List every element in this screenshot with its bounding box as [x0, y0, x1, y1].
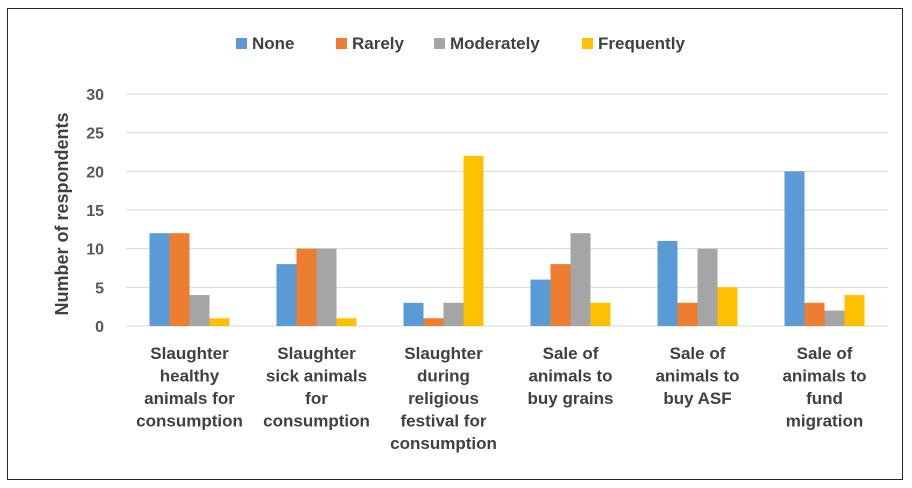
legend-label-rarely: Rarely — [352, 34, 405, 53]
bar-none-4 — [657, 240, 678, 326]
x-category-line: Slaughter — [404, 344, 483, 363]
legend-swatch-moderately — [434, 38, 445, 49]
x-category-label: Sale of animals to fund migration — [782, 344, 866, 431]
x-category-line: festival for — [401, 412, 487, 431]
bar-moderately-1 — [316, 248, 337, 326]
y-tick-label: 5 — [95, 280, 104, 297]
bar-frequently-2 — [463, 155, 484, 326]
x-category-line: Slaughter — [277, 344, 356, 363]
bars — [149, 155, 865, 326]
bar-frequently-4 — [717, 287, 738, 326]
chart-frame: 0 5 10 15 20 25 30 Slaughter healthy animals for… — [7, 8, 903, 480]
bar-chart: 0 5 10 15 20 25 30 Slaughter healthy animals for… — [52, 34, 888, 453]
x-category-line: animals to — [528, 367, 612, 386]
x-category-line: Sale of — [670, 344, 726, 363]
y-axis-label: Number of respondents — [52, 112, 72, 315]
bar-moderately-0 — [189, 295, 210, 326]
x-category-label: Sale of animals to buy grains — [528, 344, 614, 408]
x-category-line: animals to — [655, 367, 739, 386]
x-category-line: animals to — [782, 367, 866, 386]
y-axis-ticks: 0 5 10 15 20 25 30 — [86, 87, 104, 336]
x-category-label: Slaughter during religious festival for cons… — [390, 344, 497, 453]
bar-rarely-5 — [804, 302, 825, 326]
x-category-line: consumption — [263, 412, 370, 431]
bar-moderately-4 — [697, 248, 718, 326]
bar-none-0 — [149, 233, 170, 326]
bar-frequently-3 — [590, 302, 611, 326]
x-category-line: Sale of — [797, 344, 853, 363]
legend: None Rarely Moderately Frequently — [236, 34, 685, 53]
bar-moderately-2 — [443, 302, 464, 326]
y-tick-label: 25 — [86, 126, 104, 143]
x-category-line: religious — [408, 389, 479, 408]
bar-rarely-0 — [169, 233, 190, 326]
x-category-line: migration — [786, 412, 863, 431]
bar-rarely-2 — [423, 318, 444, 326]
x-category-label: Slaughter sick animals for consumption — [263, 344, 370, 431]
x-axis-categories: Slaughter healthy animals for consumptionSl… — [136, 344, 866, 453]
bar-frequently-0 — [209, 318, 230, 326]
x-category-line: consumption — [136, 412, 243, 431]
bar-none-1 — [276, 264, 297, 326]
x-category-line: consumption — [390, 434, 497, 453]
legend-swatch-none — [236, 38, 247, 49]
y-tick-label: 0 — [95, 319, 104, 336]
legend-label-none: None — [252, 34, 295, 53]
bar-frequently-1 — [336, 318, 357, 326]
x-category-line: for — [305, 389, 328, 408]
bar-moderately-3 — [570, 233, 591, 326]
y-tick-label: 30 — [86, 87, 104, 104]
x-category-line: animals for — [144, 389, 235, 408]
x-category-label: Sale of animals to buy ASF — [655, 344, 739, 408]
y-tick-label: 10 — [86, 242, 104, 259]
bar-rarely-4 — [677, 302, 698, 326]
bar-rarely-3 — [550, 264, 571, 326]
legend-label-moderately: Moderately — [450, 34, 540, 53]
x-category-line: buy ASF — [663, 389, 731, 408]
bar-frequently-5 — [844, 295, 865, 326]
x-category-line: fund — [806, 389, 843, 408]
x-category-line: Sale of — [543, 344, 599, 363]
x-category-line: healthy — [160, 367, 220, 386]
x-category-line: buy grains — [528, 389, 614, 408]
x-category-line: during — [417, 367, 470, 386]
bar-moderately-5 — [824, 310, 845, 326]
legend-swatch-frequently — [582, 38, 593, 49]
bar-none-5 — [784, 171, 805, 326]
legend-swatch-rarely — [336, 38, 347, 49]
bar-none-2 — [403, 302, 424, 326]
x-category-line: Slaughter — [150, 344, 229, 363]
x-category-label: Slaughter healthy animals for consumption — [136, 344, 243, 431]
bar-none-3 — [530, 279, 551, 326]
legend-label-frequently: Frequently — [598, 34, 685, 53]
y-tick-label: 15 — [86, 203, 104, 220]
gridlines — [126, 93, 888, 327]
bar-rarely-1 — [296, 248, 317, 326]
x-category-line: sick animals — [266, 367, 367, 386]
y-tick-label: 20 — [86, 164, 104, 181]
